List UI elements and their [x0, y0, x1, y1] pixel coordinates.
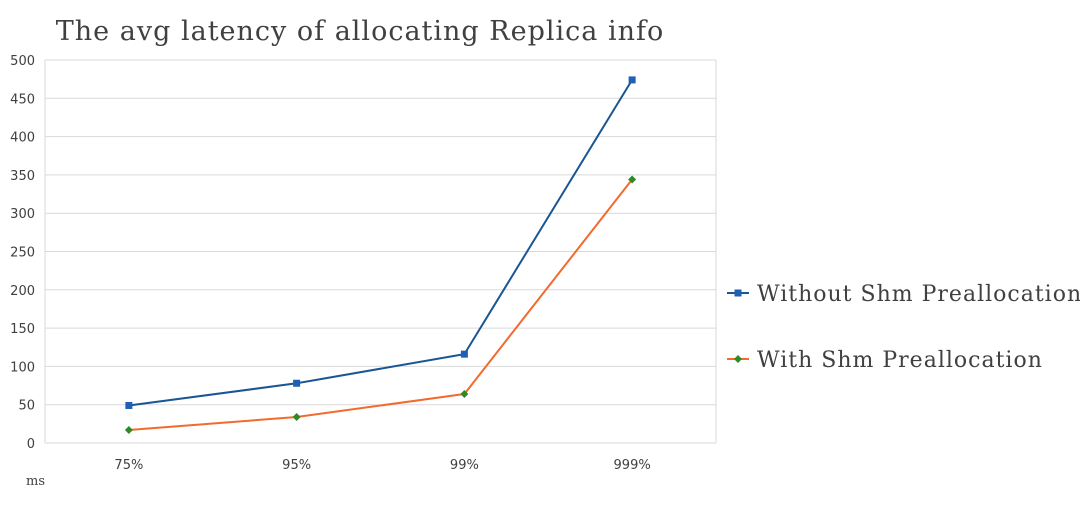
y-tick-label: 450	[10, 92, 35, 107]
y-tick-label: 100	[10, 360, 35, 375]
gridlines	[44, 59, 717, 444]
data-point-2	[460, 389, 469, 398]
data-point-2	[628, 175, 637, 184]
y-tick-label: 350	[10, 169, 35, 184]
y-tick-label: 400	[10, 131, 35, 146]
data-point-1	[125, 401, 133, 409]
legend-label-2: With Shm Preallocation	[757, 348, 1043, 373]
x-tick-label: 75%	[114, 458, 143, 473]
x-tick-label: 999%	[614, 458, 651, 473]
series-line-1	[128, 79, 633, 407]
y-tick-label: 50	[18, 399, 35, 414]
legend-marker-2	[734, 355, 742, 363]
data-point-2	[124, 425, 133, 434]
y-tick-label: 300	[10, 207, 35, 222]
data-point-1	[293, 379, 301, 387]
x-tick-label: 95%	[282, 458, 311, 473]
chart-title: The avg latency of allocating Replica in…	[56, 16, 664, 47]
y-tick-label: 200	[10, 284, 35, 299]
y-tick-label: 150	[10, 322, 35, 337]
legend-marker-1	[734, 289, 742, 297]
y-unit-label: ms	[26, 474, 45, 489]
data-point-1	[628, 76, 636, 84]
x-tick-label: 99%	[450, 458, 479, 473]
y-axis: 0 50 100 150 200 250 300 350 400 450 500	[10, 54, 35, 452]
x-axis: 75% 95% 99% 999%	[114, 458, 650, 473]
data-point-1	[460, 350, 468, 358]
legend-label-1: Without Shm Preallocation	[757, 282, 1080, 307]
series-line-2	[128, 178, 633, 431]
y-tick-label: 0	[27, 437, 35, 452]
y-tick-label: 500	[10, 54, 35, 69]
y-tick-label: 250	[10, 246, 35, 261]
series-group	[124, 76, 637, 434]
legend: Without Shm Preallocation With Shm Preall…	[727, 282, 1080, 373]
data-point-2	[292, 412, 301, 421]
